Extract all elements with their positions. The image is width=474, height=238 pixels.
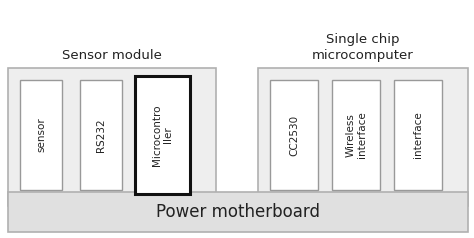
Text: sensor: sensor <box>36 118 46 152</box>
Text: interface: interface <box>413 112 423 158</box>
Bar <box>332 80 380 190</box>
Bar <box>258 68 468 206</box>
Bar <box>270 80 318 190</box>
Text: Single chip
microcomputer: Single chip microcomputer <box>312 33 414 62</box>
Text: Microcontro
ller: Microcontro ller <box>152 104 173 166</box>
Bar <box>80 80 122 190</box>
Text: Wireless
interface: Wireless interface <box>345 112 367 158</box>
Bar <box>135 76 190 194</box>
Text: Sensor module: Sensor module <box>62 49 162 62</box>
Text: RS232: RS232 <box>96 118 106 152</box>
Bar <box>8 192 468 232</box>
Text: CC2530: CC2530 <box>289 114 299 156</box>
Bar <box>20 80 62 190</box>
Bar <box>394 80 442 190</box>
Text: Power motherboard: Power motherboard <box>156 203 320 221</box>
Bar <box>8 68 216 206</box>
